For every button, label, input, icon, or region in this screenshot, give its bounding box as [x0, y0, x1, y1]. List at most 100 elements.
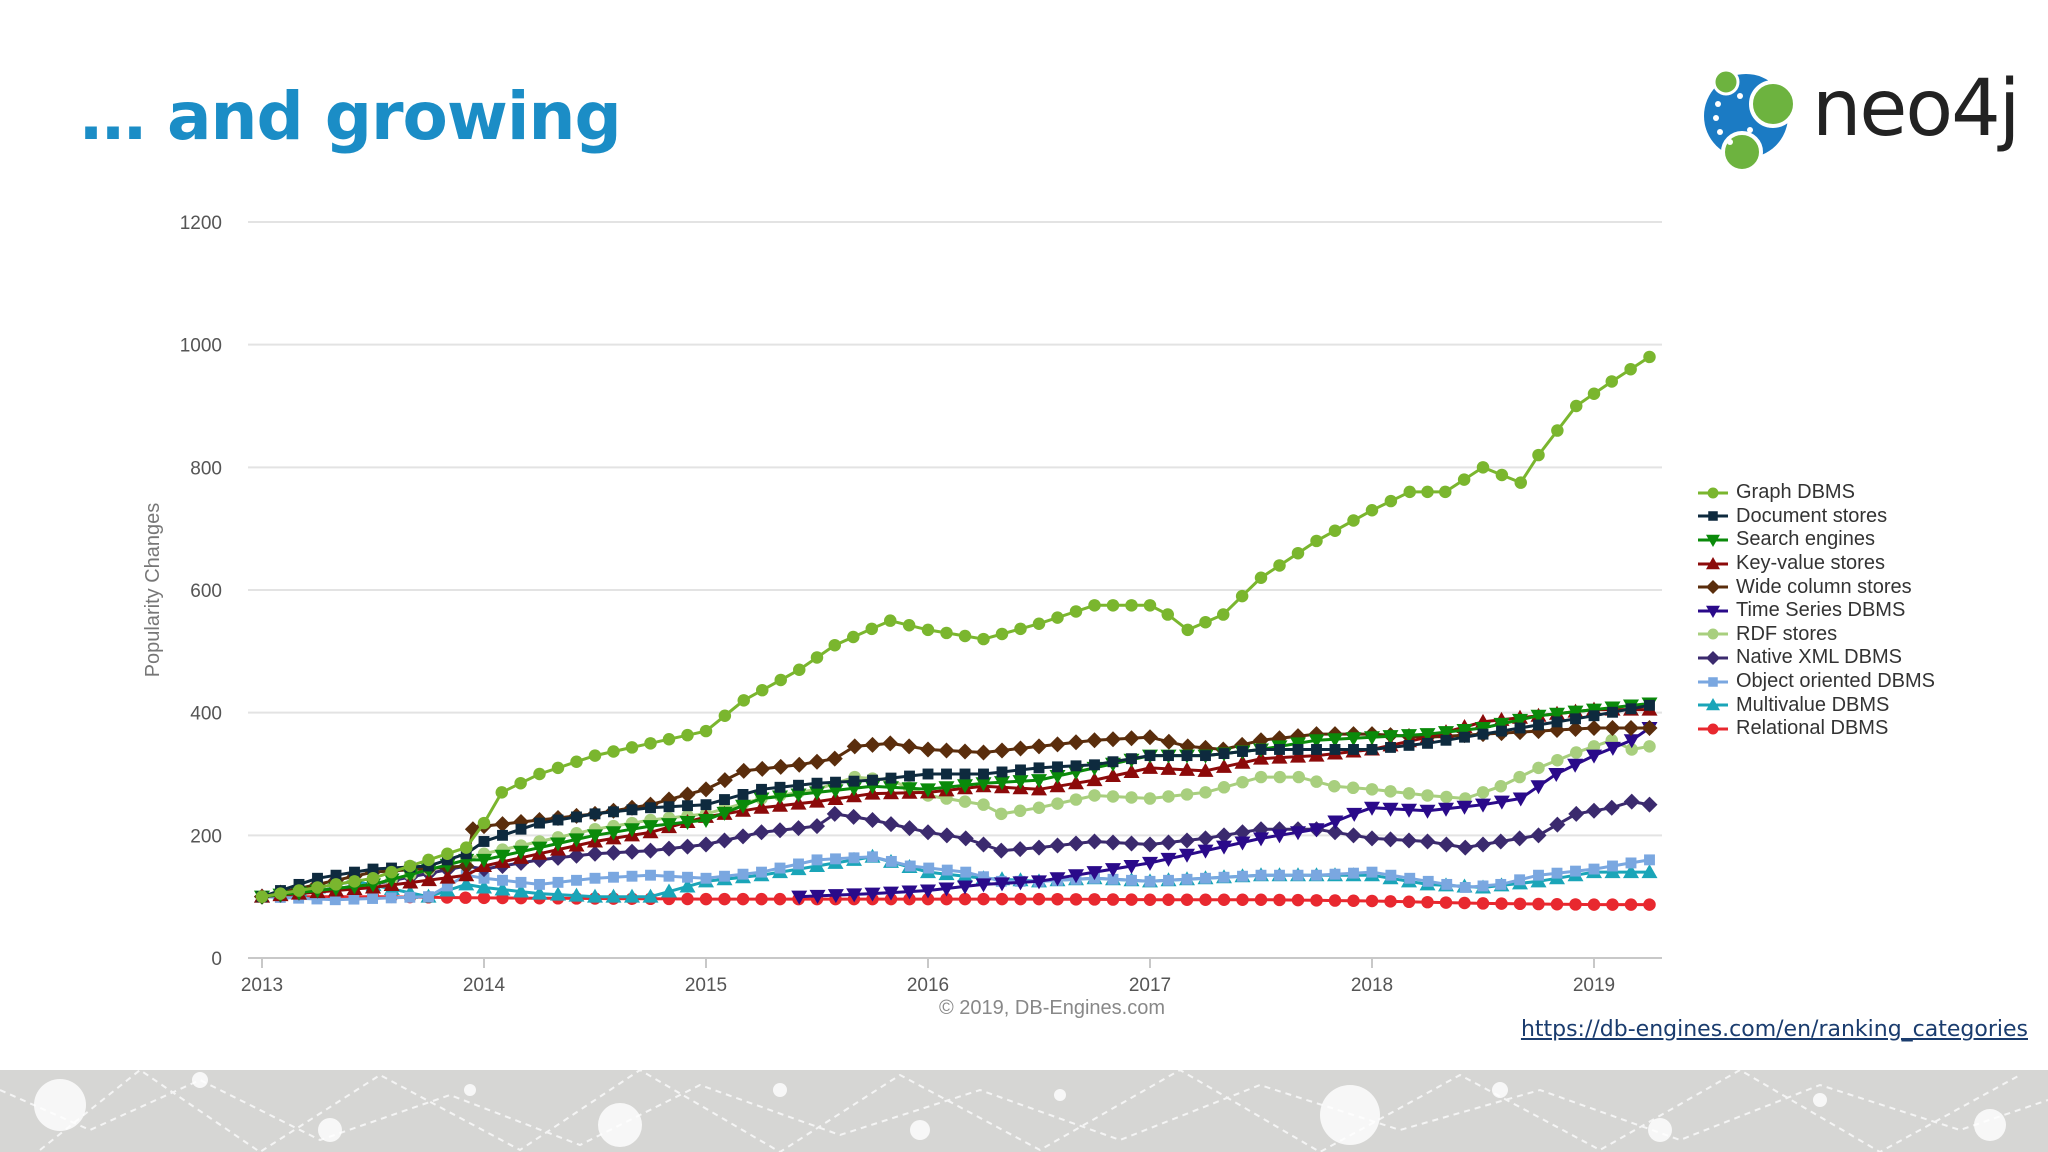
data-point-rdf-stores [1106, 790, 1120, 803]
data-point-object-oriented-dbms [1404, 872, 1416, 884]
data-point-rdf-stores [1032, 801, 1046, 814]
legend-item-native-xml-dbms[interactable]: Native XML DBMS [1698, 646, 1935, 670]
legend-marker-icon [1698, 723, 1728, 735]
data-point-object-oriented-dbms [756, 866, 767, 878]
data-point-key-value-stores [439, 869, 456, 884]
data-point-multivalue-dbms [513, 883, 529, 898]
data-point-document-stores [1607, 706, 1618, 718]
data-point-search-engines [1308, 734, 1325, 749]
data-point-graph-dbms [366, 872, 380, 885]
y-tick-label: 0 [211, 949, 222, 970]
data-point-wide-column-stores [920, 741, 936, 758]
legend-item-object-oriented-dbms[interactable]: Object oriented DBMS [1698, 670, 1935, 694]
network-pattern-decoration [0, 1070, 2048, 1152]
legend-item-document-stores[interactable]: Document stores [1698, 505, 1935, 529]
data-point-time-series-dbms [994, 877, 1010, 892]
data-point-document-stores [1033, 762, 1045, 774]
data-point-document-stores [1015, 764, 1026, 776]
data-point-time-series-dbms [1216, 840, 1232, 855]
data-point-native-xml-dbms [735, 828, 751, 845]
data-point-object-oriented-dbms [385, 892, 397, 904]
data-point-native-xml-dbms [864, 812, 881, 828]
data-point-relational-dbms [1476, 897, 1490, 910]
series-line-object-oriented-dbms [261, 855, 1650, 902]
data-point-graph-dbms [774, 673, 787, 687]
data-point-object-oriented-dbms [1441, 878, 1453, 890]
data-point-search-engines [568, 833, 585, 848]
data-point-multivalue-dbms [550, 886, 566, 901]
data-point-graph-dbms [958, 629, 972, 643]
legend-item-relational-dbms[interactable]: Relational DBMS [1698, 717, 1935, 741]
data-point-graph-dbms [1624, 362, 1637, 376]
legend-item-time-series-dbms[interactable]: Time Series DBMS [1698, 599, 1935, 623]
data-point-wide-column-stores [994, 742, 1010, 759]
data-point-wide-column-stores [716, 772, 733, 789]
data-point-multivalue-dbms [679, 878, 696, 893]
legend-marker [1708, 676, 1718, 687]
legend-item-search-engines[interactable]: Search engines [1698, 528, 1935, 552]
data-point-wide-column-stores [882, 735, 899, 752]
x-tick-label: 2015 [685, 975, 727, 996]
series-relational-dbms [255, 890, 1656, 911]
legend-label: Time Series DBMS [1736, 599, 1906, 622]
data-point-multivalue-dbms [1641, 864, 1658, 879]
data-point-native-xml-dbms [1197, 830, 1214, 847]
data-point-search-engines [550, 837, 566, 852]
data-point-rdf-stores [1421, 789, 1434, 802]
data-point-search-engines [1327, 733, 1343, 748]
data-point-object-oriented-dbms [1366, 866, 1378, 878]
data-point-rdf-stores [977, 798, 990, 811]
data-point-search-engines [938, 781, 955, 796]
data-point-time-series-dbms [1142, 856, 1158, 871]
data-point-document-stores [682, 800, 693, 812]
data-point-relational-dbms [459, 891, 472, 904]
data-point-relational-dbms [1236, 893, 1249, 906]
x-tick-label: 2014 [463, 975, 506, 996]
data-point-wide-column-stores [735, 762, 752, 779]
legend-item-rdf-stores[interactable]: RDF stores [1698, 623, 1935, 647]
legend-item-multivalue-dbms[interactable]: Multivalue DBMS [1698, 693, 1935, 717]
data-point-wide-column-stores [938, 742, 955, 759]
data-point-graph-dbms [1088, 599, 1101, 612]
data-point-native-xml-dbms [1438, 836, 1455, 853]
data-point-wide-column-stores [1567, 721, 1584, 738]
data-point-object-oriented-dbms [1514, 874, 1526, 886]
data-point-multivalue-dbms [624, 888, 640, 903]
data-point-search-engines [1438, 726, 1454, 741]
legend-marker-icon [1698, 580, 1728, 595]
data-point-multivalue-dbms [531, 885, 548, 900]
data-point-object-oriented-dbms [626, 870, 638, 882]
data-point-rdf-stores [1088, 789, 1101, 802]
data-point-native-xml-dbms [1216, 827, 1232, 844]
data-point-search-engines [957, 779, 973, 794]
legend-item-key-value-stores[interactable]: Key-value stores [1698, 552, 1935, 576]
data-point-graph-dbms [1217, 608, 1230, 621]
data-point-rdf-stores [1328, 780, 1341, 793]
data-point-graph-dbms [533, 767, 546, 781]
data-point-relational-dbms [1458, 896, 1471, 910]
data-point-document-stores [1625, 703, 1637, 715]
legend-item-graph-dbms[interactable]: Graph DBMS [1698, 481, 1935, 505]
data-point-time-series-dbms [883, 886, 899, 901]
data-point-wide-column-stores [1160, 733, 1177, 750]
data-point-relational-dbms [718, 892, 731, 906]
x-tick-label: 2013 [241, 975, 283, 996]
data-point-object-oriented-dbms [663, 870, 675, 882]
data-point-document-stores [312, 872, 323, 884]
data-point-wide-column-stores [1049, 736, 1066, 753]
legend-marker [1707, 723, 1719, 735]
data-point-relational-dbms [1106, 893, 1120, 906]
source-link[interactable]: https://db-engines.com/en/ranking_catego… [1520, 1017, 2028, 1042]
data-point-document-stores [959, 768, 971, 780]
data-point-search-engines [1382, 730, 1399, 745]
data-point-document-stores [1144, 750, 1156, 762]
data-point-document-stores [904, 770, 915, 782]
legend-marker [1706, 580, 1720, 595]
data-point-document-stores [1126, 753, 1137, 765]
data-point-search-engines [772, 790, 788, 805]
data-point-object-oriented-dbms [1126, 874, 1137, 886]
legend-item-wide-column-stores[interactable]: Wide column stores [1698, 575, 1935, 599]
data-point-native-xml-dbms [993, 842, 1010, 859]
data-point-key-value-stores [458, 867, 475, 882]
data-point-native-xml-dbms [1530, 827, 1547, 844]
